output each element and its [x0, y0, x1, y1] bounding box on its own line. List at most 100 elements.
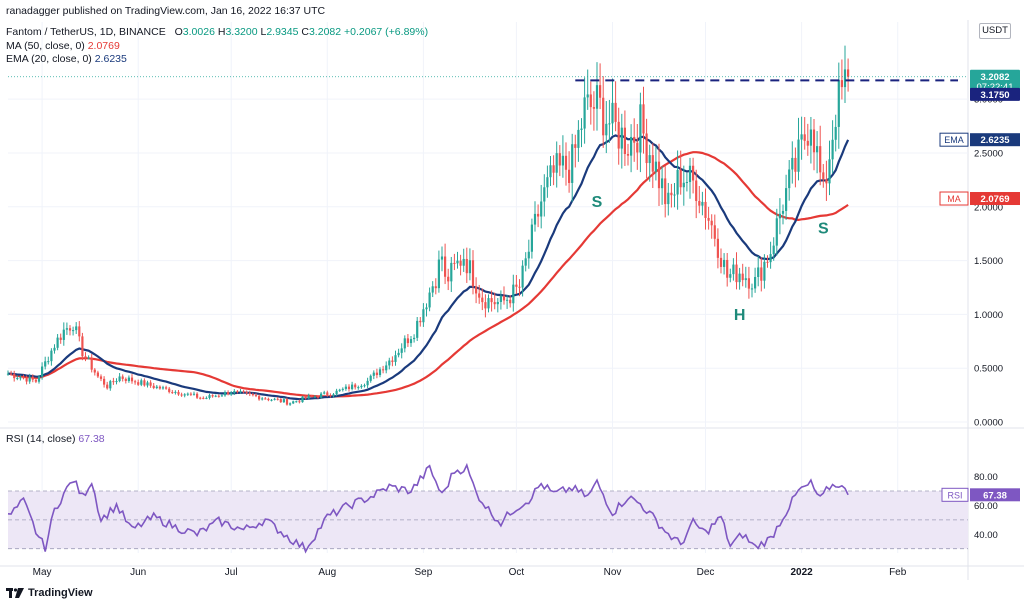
candle-body	[211, 395, 214, 397]
tradingview-logo[interactable]: TradingView	[6, 587, 93, 599]
candle-body	[19, 377, 22, 379]
candle-body	[47, 361, 50, 363]
candle-body	[750, 288, 754, 290]
ema-legend-label: EMA (20, close, 0)	[6, 53, 92, 65]
ohlc-change: +0.2067 (+6.89%)	[344, 26, 429, 38]
candle-body	[137, 382, 140, 385]
candle-body	[487, 298, 490, 309]
candle-body	[261, 398, 264, 400]
candle-body	[812, 129, 816, 153]
candle-body	[459, 260, 462, 266]
candle-body	[41, 366, 44, 377]
candle-body	[282, 399, 285, 403]
candle-body	[698, 200, 701, 206]
candle-body	[121, 376, 124, 379]
candle-body	[515, 284, 518, 287]
candle-body	[13, 373, 16, 379]
x-tick-label: Jun	[130, 567, 146, 578]
candle-body	[788, 169, 791, 189]
candle-body	[323, 392, 326, 394]
last-price-label-text: 3.2082	[980, 72, 1009, 83]
ema-legend-value: 2.6235	[94, 53, 127, 65]
candle-body	[645, 133, 648, 164]
candle-body	[775, 218, 778, 246]
candle-body	[673, 194, 676, 196]
ohlc-o: O3.0026	[174, 26, 215, 38]
candle-body	[440, 256, 444, 260]
candle-body	[630, 136, 633, 156]
candle-body	[568, 169, 571, 183]
candle-body	[400, 348, 403, 353]
candle-body	[335, 390, 338, 395]
rsi-legend-label: RSI (14, close)	[6, 433, 76, 445]
candle-body	[611, 102, 614, 124]
candle-body	[292, 401, 295, 404]
candle-body	[456, 260, 459, 264]
candle-body	[72, 330, 75, 332]
candle-body	[543, 187, 546, 202]
candle-body	[388, 360, 391, 366]
price-axis[interactable]: 0.00000.50001.00001.50002.00002.50003.00…	[939, 69, 1020, 541]
candle-body	[93, 369, 96, 373]
candle-body	[378, 369, 382, 376]
ma-legend[interactable]: MA (50, close, 0) 2.0769	[6, 40, 120, 52]
candle-body	[329, 395, 332, 397]
indicator-value: 2.0769	[980, 194, 1009, 205]
candle-body	[434, 286, 437, 289]
candle-body	[639, 104, 642, 153]
time-axis[interactable]: May Jun Jul Aug Sep Oct Nov Dec 2022 Feb	[33, 567, 907, 578]
candle-body	[75, 326, 78, 331]
candle-body	[620, 127, 623, 149]
candle-body	[679, 169, 682, 188]
symbol-title: Fantom / TetherUS, 1D, BINANCE	[6, 26, 166, 38]
candle-body	[738, 273, 741, 283]
candle-body	[518, 286, 521, 288]
candle-body	[564, 155, 568, 170]
candle-body	[115, 381, 118, 383]
candle-body	[735, 264, 738, 283]
y-tick-label: 2.0000	[974, 202, 1003, 213]
indicator-name: EMA	[944, 135, 964, 145]
candle-body	[223, 392, 227, 396]
candle-body	[617, 121, 620, 149]
candle-body	[648, 155, 651, 164]
candle-body	[65, 328, 68, 330]
rsi-legend-value: 67.38	[78, 433, 105, 445]
candles	[6, 45, 850, 406]
candle-body	[307, 395, 310, 399]
candle-body	[695, 180, 698, 201]
candle-body	[574, 144, 577, 148]
candle-body	[450, 262, 453, 282]
currency-unit[interactable]: USDT	[979, 23, 1011, 39]
candle-body	[493, 302, 496, 305]
candle-body	[537, 213, 540, 217]
candle-body	[56, 337, 59, 348]
candle-body	[37, 376, 41, 382]
candle-body	[530, 224, 533, 252]
candle-body	[512, 284, 515, 304]
candle-body	[806, 140, 809, 146]
overlays: S H S	[8, 76, 968, 324]
candle-body	[828, 159, 831, 184]
candle-body	[419, 320, 422, 323]
last-price-label	[970, 69, 1020, 92]
rsi-name: RSI	[947, 490, 962, 500]
ma-line	[7, 151, 849, 398]
candle-body	[726, 259, 729, 278]
candle-body	[809, 129, 812, 146]
candle-body	[217, 395, 220, 397]
rsi-pane	[7, 462, 968, 554]
rsi-legend[interactable]: RSI (14, close) 67.38	[6, 433, 105, 445]
candle-body	[230, 393, 233, 395]
candle-body	[654, 161, 657, 172]
candle-body	[394, 355, 397, 362]
candle-body	[732, 264, 735, 275]
candle-body	[270, 399, 273, 401]
candle-body	[462, 258, 465, 266]
ema-legend[interactable]: EMA (20, close, 0) 2.6235	[6, 53, 127, 65]
x-tick-label: May	[33, 567, 52, 578]
candle-body	[62, 329, 65, 340]
tradingview-brand: TradingView	[28, 587, 93, 599]
candle-body	[555, 153, 558, 173]
